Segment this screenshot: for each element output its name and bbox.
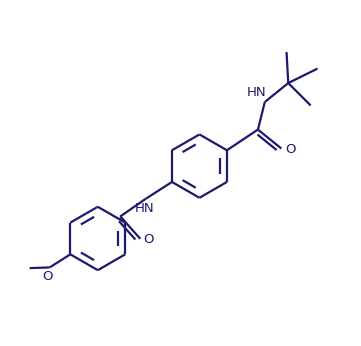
Text: HN: HN	[135, 202, 155, 215]
Text: HN: HN	[247, 85, 266, 99]
Text: O: O	[43, 270, 53, 283]
Text: O: O	[285, 143, 295, 156]
Text: O: O	[144, 233, 154, 246]
